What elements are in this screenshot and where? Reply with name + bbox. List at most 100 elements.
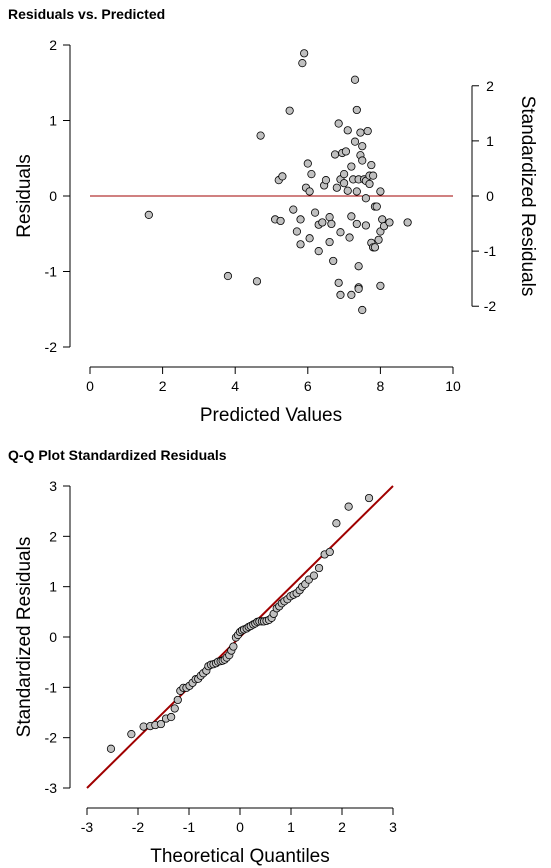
chart-2-data-point [332, 519, 341, 528]
chart-1-data-point [385, 218, 394, 227]
chart-2-y-tick-label: 3 [49, 478, 57, 494]
chart-1-y-tick-label: 1 [49, 113, 57, 129]
chart-1-data-point [310, 208, 320, 217]
chart-1-right-tick-label: 1 [486, 133, 494, 149]
chart-1-data-point [334, 278, 343, 287]
chart-1-data-point [334, 119, 343, 128]
chart-2-data-point [325, 547, 334, 557]
chart-1-data-point [358, 305, 367, 315]
chart-1-data-point [361, 221, 370, 230]
chart-1-x-axis-label: Predicted Values [200, 405, 342, 426]
chart-2-data-point [364, 493, 374, 503]
chart-1-data-point [347, 162, 356, 171]
chart-1-data-point [289, 205, 298, 214]
chart-1-data-point [332, 183, 341, 192]
chart-1-data-point [354, 284, 363, 293]
chart-1-data-point [298, 59, 307, 68]
chart-1-data-point [376, 187, 385, 196]
chart-2-y-tick-label: -1 [45, 679, 58, 695]
chart-1-data-point [339, 179, 349, 188]
chart-1-data-point [365, 179, 374, 189]
chart-1-data-point [223, 271, 233, 281]
chart-1-x-tick-label: 8 [377, 378, 385, 394]
chart-1-x-tick-label: 10 [445, 378, 461, 394]
chart-1-data-point [363, 126, 372, 136]
chart-2-data-point [309, 571, 319, 580]
chart-2-x-tick-label: 0 [236, 819, 244, 835]
chart-2-x-tick-label: -2 [132, 819, 145, 835]
chart-2-y-tick-label: 2 [49, 528, 57, 544]
chart-1-data-point [376, 281, 385, 290]
chart-1-points [144, 49, 412, 315]
chart-1-right-tick-label: -1 [484, 243, 497, 259]
chart-1-data-point [354, 262, 363, 271]
chart-2-x-axis-label: Theoretical Quantiles [150, 846, 330, 867]
chart-2-tick-labels: -3 -2 -1 0 1 2 3 -3 -2 -1 0 1 2 3 [45, 478, 398, 835]
chart-1-data-point [369, 171, 378, 180]
chart-1-data-point [336, 228, 345, 237]
chart-2-data-point [106, 744, 116, 753]
chart-1-data-point [296, 240, 305, 249]
chart-1-data-point [318, 218, 327, 227]
chart-1-tick-labels: -2 -1 0 1 2 0 2 4 6 8 10 -2 -1 0 1 2 [45, 37, 497, 394]
chart-1-x-tick-label: 0 [86, 378, 94, 394]
chart-2-x-tick-label: -3 [81, 819, 94, 835]
chart-1-data-point [403, 218, 412, 227]
chart-1-y-tick-label: 2 [49, 37, 57, 53]
chart-1-data-point [252, 277, 262, 286]
chart-1-data-point [347, 290, 356, 300]
chart-1-data-point [329, 256, 338, 266]
chart-2-x-tick-label: 3 [389, 819, 397, 835]
chart-2-data-point [229, 642, 238, 651]
chart-1-data-point [336, 290, 345, 300]
chart-1-data-point [305, 187, 314, 196]
chart-1-y-tick-label: 0 [49, 188, 57, 204]
chart-1-data-point [285, 106, 294, 115]
chart-2-y-axis-label: Standardized Residuals [14, 537, 35, 738]
chart-2-data-point [344, 502, 353, 511]
chart-2-data-point [170, 704, 179, 713]
chart-1-axes [63, 44, 479, 374]
chart-1-data-point [358, 142, 367, 151]
chart-1-data-point [378, 215, 387, 224]
chart-1-data-point [325, 213, 334, 222]
chart-1-data-point [343, 186, 352, 195]
chart-1-data-point [374, 235, 383, 244]
chart-2-y-tick-label: 1 [49, 579, 57, 595]
chart-1-right-tick-label: 2 [486, 78, 494, 94]
chart-1-data-point [339, 170, 349, 179]
chart-1-data-point [356, 128, 365, 137]
chart-2-y-tick-label: -2 [45, 730, 58, 746]
chart-2-x-tick-label: 2 [338, 819, 346, 835]
chart-2-title: Q-Q Plot Standardized Residuals [8, 447, 227, 463]
chart-1-right-tick-label: -2 [484, 298, 497, 314]
chart-1-data-point [314, 247, 323, 256]
chart-1-data-point [256, 131, 265, 140]
chart-1-data-point [325, 237, 334, 247]
chart-1-data-point [350, 137, 360, 146]
chart-1-data-point [305, 234, 314, 243]
chart-1-data-point [358, 156, 367, 165]
chart-2-x-tick-label: -1 [183, 819, 196, 835]
chart-2-data-point [127, 730, 136, 739]
chart-1-data-point [367, 160, 376, 170]
chart-1-data-point [303, 159, 312, 168]
chart-1-right-tick-label: 0 [486, 188, 494, 204]
chart-2-points [106, 493, 374, 753]
chart-1-data-point [276, 216, 285, 226]
chart-1-data-point [361, 194, 370, 203]
chart-1-data-point [350, 75, 360, 84]
chart-2-y-tick-label: 0 [49, 629, 57, 645]
chart-2-data-point [167, 712, 176, 722]
chart-1-data-point [300, 49, 309, 58]
chart-1-y-tick-label: -1 [45, 264, 58, 280]
chart-1-data-point [352, 187, 361, 196]
chart-1-x-tick-label: 4 [231, 378, 239, 394]
chart-1-data-point [352, 105, 361, 115]
chart-1-data-point [347, 212, 356, 221]
chart-1-data-point [352, 219, 361, 229]
chart-1-data-point [370, 243, 380, 252]
chart-2-data-point [314, 563, 324, 573]
chart-2-data-point [173, 695, 182, 705]
